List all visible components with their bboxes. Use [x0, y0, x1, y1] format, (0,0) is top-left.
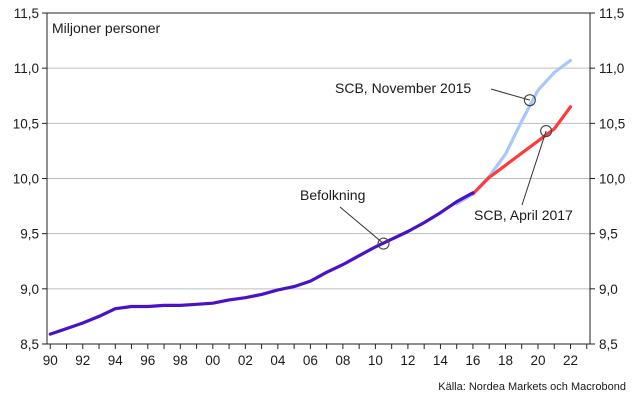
x-tick-label: 14 — [433, 353, 449, 368]
y-unit-label: Miljoner personer — [52, 20, 160, 36]
y-tick-label-left: 11,0 — [14, 61, 39, 76]
annotation-label: SCB, April 2017 — [474, 207, 573, 223]
series-line-befolkning — [48, 191, 475, 336]
x-tick-label: 02 — [238, 353, 253, 368]
series-line-scb-november-2015 — [455, 58, 573, 206]
x-tick-label: 94 — [108, 353, 124, 368]
y-tick-label-right: 10,5 — [599, 116, 625, 131]
source-note: Källa: Nordea Markets och Macrobond — [438, 381, 626, 393]
x-tick-label: 98 — [173, 353, 188, 368]
annotation-leader — [521, 130, 547, 206]
y-tick-label-left: 9,0 — [20, 282, 39, 297]
axis-ticks: 8,5 8,5 9,0 9,0 9,5 9,5 10,0 10,0 10,5 10,5 11,0 11… — [13, 6, 626, 368]
y-tick-label-left: 10,0 — [13, 172, 39, 187]
y-tick-label-right: 8,5 — [599, 337, 618, 352]
x-tick-label: 16 — [465, 353, 480, 368]
x-tick-label: 18 — [498, 353, 513, 368]
series-lines — [48, 58, 573, 336]
annotations: Befolkning SCB, November 2015 SCB, April 2… — [300, 80, 573, 250]
x-tick-label: 08 — [335, 353, 350, 368]
annotation-label: Befolkning — [300, 187, 365, 203]
y-tick-label-right: 10,0 — [599, 172, 625, 187]
annotation-label: SCB, November 2015 — [335, 80, 471, 96]
x-tick-label: 90 — [43, 353, 58, 368]
x-tick-label: 20 — [530, 353, 545, 368]
y-tick-label-left: 8,5 — [20, 337, 39, 352]
gridlines — [47, 67, 590, 290]
x-tick-label: 12 — [400, 353, 415, 368]
y-tick-label-left: 9,5 — [20, 227, 39, 242]
y-tick-label-right: 11,5 — [599, 6, 624, 21]
annotation-marker — [523, 94, 536, 107]
x-tick-label: 10 — [368, 353, 383, 368]
y-tick-label-left: 10,5 — [13, 116, 39, 131]
x-tick-label: 00 — [205, 353, 220, 368]
y-tick-label-right: 9,5 — [599, 227, 618, 242]
x-tick-label: 22 — [563, 353, 578, 368]
y-tick-label-right: 9,0 — [599, 282, 618, 297]
y-tick-label-right: 11,0 — [599, 61, 624, 76]
x-tick-label: 96 — [140, 353, 155, 368]
annotation-leader — [490, 88, 530, 101]
series-line-scb-april-2017 — [471, 105, 573, 196]
x-tick-label: 92 — [75, 353, 90, 368]
y-tick-label-left: 11,5 — [14, 6, 39, 21]
x-tick-label: 04 — [270, 353, 286, 368]
annotation-leader — [339, 206, 384, 244]
annotation-marker — [540, 125, 553, 138]
annotation-marker — [377, 237, 390, 250]
x-tick-label: 06 — [303, 353, 318, 368]
